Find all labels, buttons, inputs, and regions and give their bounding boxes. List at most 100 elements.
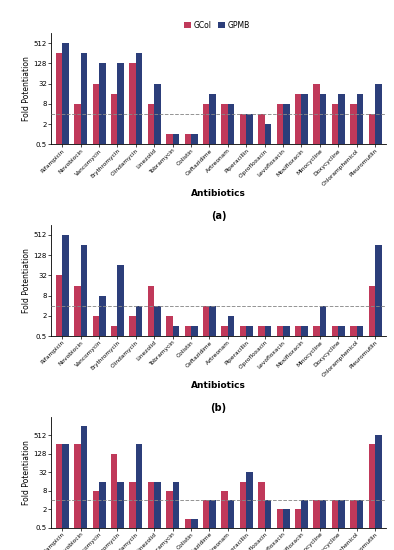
Bar <box>203 306 210 550</box>
Bar <box>221 104 228 550</box>
Bar <box>81 245 87 550</box>
Y-axis label: Fold Potentiation: Fold Potentiation <box>22 440 31 505</box>
Bar <box>221 326 228 550</box>
Bar <box>111 326 117 550</box>
Bar <box>56 276 62 550</box>
Bar <box>295 94 301 550</box>
Bar <box>93 316 99 550</box>
Bar <box>166 316 173 550</box>
Bar <box>154 482 161 550</box>
Bar <box>338 94 345 550</box>
Bar <box>283 104 290 550</box>
Bar <box>173 134 179 550</box>
Bar <box>185 134 191 550</box>
Bar <box>74 285 81 550</box>
Bar <box>62 444 69 550</box>
Bar <box>210 94 216 550</box>
Bar <box>265 124 271 550</box>
Y-axis label: Fold Potentiation: Fold Potentiation <box>22 56 31 121</box>
Bar <box>148 104 154 550</box>
Bar <box>246 472 253 550</box>
Bar <box>210 500 216 550</box>
Bar <box>62 43 69 550</box>
Bar <box>210 306 216 550</box>
Bar <box>129 316 136 550</box>
Bar <box>375 84 381 550</box>
Bar <box>117 265 124 550</box>
X-axis label: Antibiotics: Antibiotics <box>191 189 246 199</box>
Bar <box>81 53 87 550</box>
Bar <box>99 482 106 550</box>
Bar <box>338 500 345 550</box>
Bar <box>357 94 363 550</box>
Bar <box>375 245 381 550</box>
Bar <box>191 326 197 550</box>
Bar <box>117 63 124 550</box>
Text: (a): (a) <box>211 211 227 222</box>
Bar <box>228 500 234 550</box>
Y-axis label: Fold Potentiation: Fold Potentiation <box>22 248 31 313</box>
Bar <box>74 444 81 550</box>
Bar <box>228 316 234 550</box>
Bar <box>129 482 136 550</box>
Bar <box>283 326 290 550</box>
Bar <box>246 114 253 550</box>
Legend: GCol, GPMB: GCol, GPMB <box>180 18 253 32</box>
Bar <box>375 435 381 550</box>
Bar <box>295 326 301 550</box>
Bar <box>240 114 246 550</box>
Bar <box>295 509 301 550</box>
Bar <box>283 509 290 550</box>
Bar <box>357 326 363 550</box>
Bar <box>93 491 99 550</box>
Bar <box>320 94 326 550</box>
Bar <box>228 104 234 550</box>
Bar <box>338 326 345 550</box>
Bar <box>258 482 265 550</box>
Bar <box>301 500 308 550</box>
Bar <box>191 519 197 550</box>
Text: (b): (b) <box>211 403 227 413</box>
Bar <box>56 444 62 550</box>
Bar <box>129 63 136 550</box>
Bar <box>136 53 142 550</box>
Bar <box>301 326 308 550</box>
Bar <box>369 114 375 550</box>
Bar <box>62 235 69 550</box>
Bar <box>350 326 357 550</box>
X-axis label: Antibiotics: Antibiotics <box>191 381 246 390</box>
Bar <box>203 104 210 550</box>
Bar <box>221 491 228 550</box>
Bar <box>357 500 363 550</box>
Bar <box>154 306 161 550</box>
Bar <box>99 63 106 550</box>
Bar <box>81 426 87 550</box>
Bar <box>277 104 283 550</box>
Bar <box>240 482 246 550</box>
Bar <box>203 500 210 550</box>
Bar <box>314 326 320 550</box>
Bar <box>148 285 154 550</box>
Bar <box>173 482 179 550</box>
Bar <box>93 84 99 550</box>
Bar <box>185 326 191 550</box>
Bar <box>265 500 271 550</box>
Bar <box>277 509 283 550</box>
Bar <box>191 134 197 550</box>
Bar <box>99 296 106 550</box>
Bar <box>369 444 375 550</box>
Bar <box>148 482 154 550</box>
Bar <box>369 285 375 550</box>
Bar <box>185 519 191 550</box>
Bar <box>258 326 265 550</box>
Bar <box>74 104 81 550</box>
Bar <box>277 326 283 550</box>
Bar <box>320 500 326 550</box>
Bar <box>117 482 124 550</box>
Bar <box>350 500 357 550</box>
Bar <box>350 104 357 550</box>
Bar <box>258 114 265 550</box>
Bar <box>166 134 173 550</box>
Bar <box>154 84 161 550</box>
Bar <box>265 326 271 550</box>
